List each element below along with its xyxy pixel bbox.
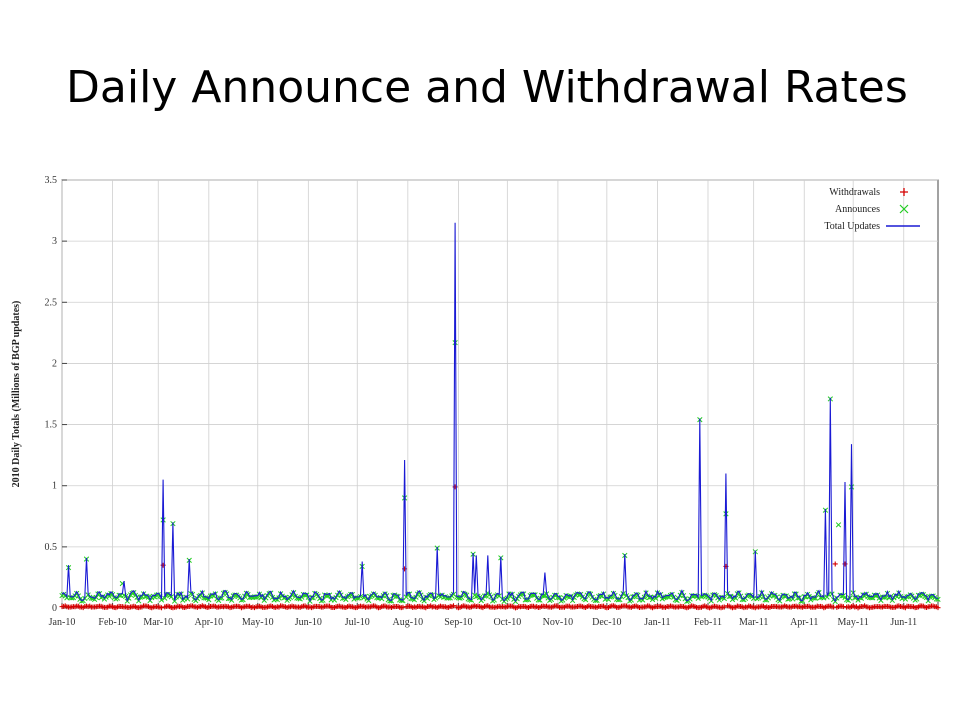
announces-point xyxy=(209,592,215,598)
x-tick-label: Mar-10 xyxy=(143,617,173,628)
x-tick-label: Apr-11 xyxy=(790,617,818,628)
x-tick-label: Feb-10 xyxy=(98,617,126,628)
withdrawals-point xyxy=(721,604,727,610)
y-tick-label: 0.5 xyxy=(45,542,58,553)
axis-ticks: 0 0.5 1 1.5 2 2.5 3 3.5 Jan-10 Feb-10 Mar-10 Apr-10… xyxy=(45,175,918,628)
announces-point xyxy=(695,595,701,601)
x-tick-label: Jan-10 xyxy=(49,617,76,628)
x-tick-label: Oct-10 xyxy=(493,617,521,628)
y-tick-label: 3 xyxy=(52,236,57,247)
y-tick-label: 0 xyxy=(52,603,57,614)
legend-label-withdrawals: Withdrawals xyxy=(829,187,880,198)
announces-point xyxy=(432,595,439,601)
x-tick-label: Jul-10 xyxy=(345,617,370,628)
x-tick-label: Sep-10 xyxy=(444,617,472,628)
x-tick-label: Mar-11 xyxy=(739,617,768,628)
announces-point xyxy=(171,598,178,604)
legend-markers xyxy=(886,188,920,227)
withdrawals-point xyxy=(832,561,838,567)
legend-marker-withdrawals xyxy=(900,188,908,196)
announces-point xyxy=(219,595,225,601)
x-tick-label: May-10 xyxy=(242,617,274,628)
announces-point xyxy=(299,594,305,600)
y-axis-label: 2010 Daily Totals (Millions of BGP updat… xyxy=(11,301,22,488)
plot-area xyxy=(61,179,939,609)
announces-point xyxy=(491,597,497,603)
x-tick-label: Nov-10 xyxy=(543,617,574,628)
announces-point xyxy=(672,597,679,603)
y-tick-label: 3.5 xyxy=(45,175,58,186)
announces-point xyxy=(633,591,639,598)
withdrawals-point xyxy=(400,604,406,610)
announces-point xyxy=(158,597,165,603)
announces-point xyxy=(379,596,385,602)
announces-point xyxy=(240,597,246,603)
announces-point xyxy=(106,593,112,599)
announces-point xyxy=(739,596,745,603)
y-tick-label: 2.5 xyxy=(45,297,58,308)
y-tick-label: 1.5 xyxy=(45,420,58,431)
total-updates-line xyxy=(61,222,939,603)
announces-point xyxy=(287,594,294,601)
withdrawals-point xyxy=(159,605,165,611)
withdrawals-point xyxy=(840,604,846,610)
announces-point xyxy=(408,595,414,602)
x-tick-label: Aug-10 xyxy=(393,617,424,628)
legend-label-announces: Announces xyxy=(835,204,880,215)
announces-point xyxy=(320,597,326,603)
announces-point xyxy=(609,594,615,600)
announces-point xyxy=(790,596,796,602)
announces-point xyxy=(525,597,532,603)
announces-point xyxy=(388,598,395,604)
grid-lines xyxy=(61,179,938,609)
announces-point xyxy=(843,597,850,603)
announces-point xyxy=(150,593,157,599)
announces-point xyxy=(255,594,261,600)
announces-point xyxy=(198,592,204,599)
announces-point xyxy=(824,594,830,600)
announces-point xyxy=(835,522,842,528)
withdrawals-point xyxy=(451,603,457,609)
y-tick-label: 1 xyxy=(52,481,57,492)
series-layer xyxy=(59,222,941,611)
x-tick-label: May-11 xyxy=(838,617,869,628)
announces-point xyxy=(357,593,364,600)
announces-point xyxy=(594,597,600,604)
announces-point xyxy=(168,594,174,600)
x-tick-label: Jan-11 xyxy=(644,617,670,628)
announces-point xyxy=(229,597,235,603)
x-tick-label: Jun-11 xyxy=(890,617,917,628)
slide-title: Daily Announce and Withdrawal Rates xyxy=(66,62,908,113)
announces-point xyxy=(933,596,940,602)
announces-point xyxy=(454,594,460,600)
announces-point xyxy=(206,597,212,603)
x-tick-label: Feb-11 xyxy=(694,617,722,628)
announces-point xyxy=(617,596,623,603)
y-tick-label: 2 xyxy=(52,358,57,369)
legend-marker-announces xyxy=(899,204,909,214)
x-tick-label: Apr-10 xyxy=(194,617,223,628)
withdrawals-point xyxy=(935,605,941,611)
announces-point xyxy=(504,595,510,601)
legend-label-total-updates: Total Updates xyxy=(824,221,880,232)
legend: Withdrawals Announces Total Updates xyxy=(824,187,920,232)
x-tick-label: Jun-10 xyxy=(295,617,322,628)
announces-point xyxy=(465,596,471,602)
x-tick-label: Dec-10 xyxy=(592,617,621,628)
